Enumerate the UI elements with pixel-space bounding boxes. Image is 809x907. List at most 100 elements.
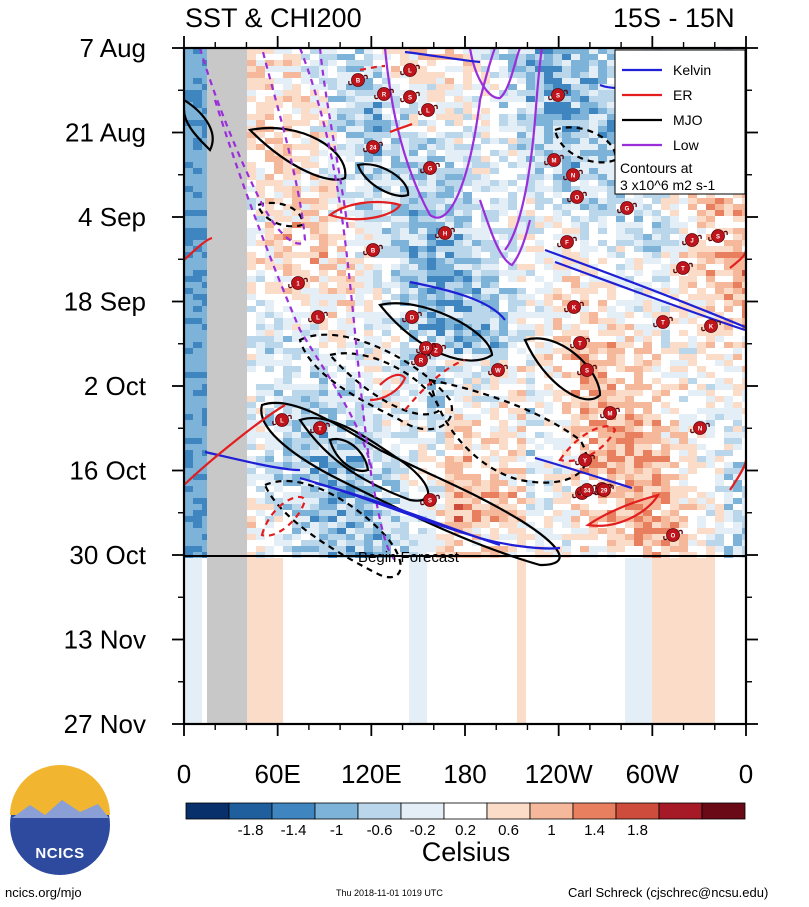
- sst-cell: [409, 324, 419, 331]
- sst-cell: [184, 414, 194, 421]
- sst-cell: [445, 132, 455, 139]
- sst-cell: [382, 330, 392, 337]
- sst-cell: [301, 432, 311, 439]
- sst-cell: [742, 288, 746, 295]
- sst-cell: [607, 90, 617, 97]
- sst-cell: [643, 408, 653, 415]
- sst-cell: [202, 468, 212, 475]
- sst-cell: [319, 384, 329, 391]
- sst-cell: [400, 108, 410, 115]
- sst-cell: [499, 354, 509, 361]
- sst-cell: [454, 216, 464, 223]
- sst-cell: [499, 288, 509, 295]
- sst-cell: [427, 486, 437, 493]
- sst-cell: [490, 450, 500, 457]
- sst-cell: [517, 294, 527, 301]
- sst-cell: [598, 504, 608, 511]
- sst-cell: [310, 294, 320, 301]
- sst-cell: [382, 444, 392, 451]
- sst-cell: [292, 396, 302, 403]
- sst-cell: [400, 186, 410, 193]
- sst-cell: [490, 156, 500, 163]
- sst-cell: [454, 252, 464, 259]
- sst-cell: [418, 402, 428, 409]
- sst-cell: [202, 408, 212, 415]
- sst-cell: [373, 384, 383, 391]
- sst-cell: [535, 48, 545, 55]
- sst-cell: [616, 396, 626, 403]
- sst-cell: [193, 342, 203, 349]
- sst-cell: [418, 480, 428, 487]
- sst-cell: [697, 348, 707, 355]
- sst-cell: [391, 102, 401, 109]
- sst-cell: [256, 486, 266, 493]
- sst-cell: [598, 198, 608, 205]
- sst-cell: [328, 414, 338, 421]
- sst-cell: [715, 480, 725, 487]
- sst-cell: [670, 492, 680, 499]
- sst-cell: [517, 306, 527, 313]
- sst-cell: [535, 132, 545, 139]
- sst-cell: [544, 456, 554, 463]
- sst-cell: [589, 516, 599, 523]
- sst-cell: [724, 378, 734, 385]
- sst-cell: [607, 330, 617, 337]
- sst-cell: [310, 390, 320, 397]
- sst-cell: [364, 330, 374, 337]
- sst-cell: [337, 312, 347, 319]
- sst-cell: [373, 378, 383, 385]
- sst-cell: [202, 306, 212, 313]
- sst-cell: [337, 468, 347, 475]
- sst-cell: [526, 516, 536, 523]
- sst-cell: [274, 60, 284, 67]
- sst-cell: [553, 144, 563, 151]
- sst-cell: [490, 336, 500, 343]
- sst-cell: [571, 324, 581, 331]
- sst-cell: [445, 462, 455, 469]
- sst-cell: [292, 138, 302, 145]
- sst-cell: [373, 414, 383, 421]
- sst-cell: [202, 126, 212, 133]
- sst-cell: [364, 132, 374, 139]
- sst-cell: [580, 258, 590, 265]
- sst-cell: [589, 432, 599, 439]
- sst-cell: [346, 60, 356, 67]
- sst-cell: [472, 162, 482, 169]
- sst-cell: [391, 516, 401, 523]
- sst-cell: [562, 504, 572, 511]
- sst-cell: [328, 252, 338, 259]
- sst-cell: [454, 396, 464, 403]
- sst-cell: [661, 276, 671, 283]
- sst-cell: [661, 192, 671, 199]
- sst-cell: [508, 288, 518, 295]
- sst-cell: [733, 384, 743, 391]
- sst-cell: [607, 72, 617, 79]
- sst-cell: [418, 276, 428, 283]
- sst-cell: [346, 132, 356, 139]
- sst-cell: [472, 414, 482, 421]
- sst-cell: [508, 180, 518, 187]
- sst-cell: [274, 198, 284, 205]
- sst-cell: [715, 324, 725, 331]
- sst-cell: [409, 210, 419, 217]
- sst-cell: [337, 126, 347, 133]
- sst-cell: [319, 84, 329, 91]
- sst-cell: [643, 192, 653, 199]
- sst-cell: [193, 150, 203, 157]
- sst-cell: [355, 192, 365, 199]
- sst-cell: [184, 378, 194, 385]
- sst-cell: [463, 252, 473, 259]
- sst-cell: [481, 54, 491, 61]
- sst-cell: [643, 258, 653, 265]
- sst-cell: [580, 240, 590, 247]
- sst-cell: [607, 360, 617, 367]
- sst-cell: [202, 222, 212, 229]
- sst-cell: [535, 246, 545, 253]
- sst-cell: [454, 498, 464, 505]
- sst-cell: [202, 336, 212, 343]
- sst-cell: [454, 138, 464, 145]
- sst-cell: [553, 84, 563, 91]
- sst-cell: [589, 102, 599, 109]
- sst-cell: [256, 480, 266, 487]
- sst-cell: [607, 300, 617, 307]
